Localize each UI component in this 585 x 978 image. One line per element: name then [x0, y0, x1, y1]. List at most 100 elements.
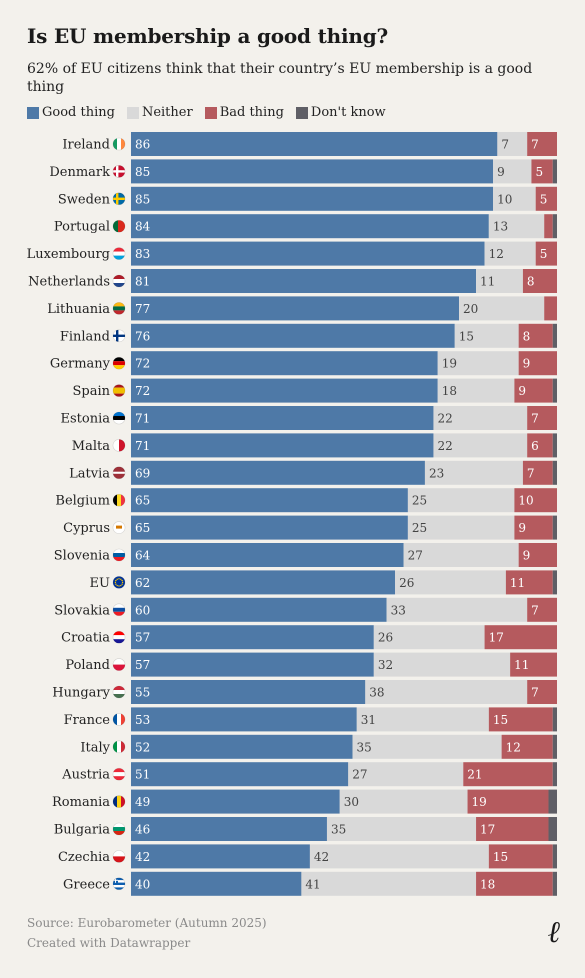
- bar-segment: [433, 433, 528, 458]
- bar-segment: [548, 817, 557, 841]
- bar-segment: [403, 543, 519, 567]
- legend-item-bad: Bad thing: [204, 105, 284, 120]
- category-label: Slovakia: [54, 603, 110, 618]
- bar-segment: [437, 351, 519, 376]
- bar-segment: [131, 871, 302, 896]
- data-label: 26: [399, 576, 414, 590]
- bar-segment: [552, 844, 557, 869]
- bar-segment: [552, 570, 557, 595]
- data-label: 55: [135, 686, 150, 700]
- data-label: 17: [480, 823, 495, 837]
- bar-segment: [131, 817, 327, 841]
- data-label: 41: [305, 877, 320, 891]
- legend-label-dont-know: Don't know: [310, 105, 386, 120]
- data-label: 31: [361, 713, 376, 727]
- bar-segment: [501, 734, 553, 759]
- bar-segment: [552, 762, 557, 787]
- data-label: 9: [518, 384, 526, 398]
- bar-segment: [518, 351, 557, 376]
- data-label: 18: [480, 877, 495, 891]
- bar-segment: [395, 570, 506, 595]
- category-label: Denmark: [49, 165, 110, 180]
- data-label: 53: [135, 713, 150, 727]
- category-label: Poland: [65, 658, 110, 673]
- data-label: 15: [459, 329, 474, 343]
- slovakia-flag-icon: [112, 603, 126, 617]
- bar-segment: [535, 241, 557, 266]
- data-label: 27: [408, 549, 423, 563]
- category-label: Croatia: [61, 631, 110, 646]
- data-label: 71: [135, 412, 150, 426]
- bar-segment: [548, 789, 557, 814]
- data-label: 42: [314, 850, 329, 864]
- bar-segment: [505, 570, 553, 595]
- bar-segment: [131, 159, 494, 184]
- data-label: 25: [412, 494, 427, 508]
- bar-segment: [535, 186, 557, 211]
- bar-segment: [356, 707, 489, 732]
- bar-segment: [437, 378, 515, 403]
- category-label: Bulgaria: [54, 823, 111, 838]
- data-label: 26: [378, 631, 393, 645]
- austria-flag-icon: [112, 767, 126, 781]
- bar-segment: [373, 625, 485, 650]
- category-label: Finland: [60, 329, 110, 344]
- category-label: Belgium: [55, 494, 110, 509]
- legend: Good thing Neither Bad thing Don't know: [27, 105, 386, 120]
- data-label: 72: [135, 384, 150, 398]
- bar-segment: [365, 680, 528, 704]
- bar-segment: [131, 214, 489, 239]
- bar-segment: [527, 433, 553, 458]
- france-flag-icon: [112, 713, 126, 726]
- bar-segment: [527, 132, 557, 156]
- data-label: 15: [493, 850, 508, 864]
- data-label: 17: [489, 631, 504, 645]
- data-label: 76: [135, 329, 150, 343]
- belgium-flag-icon: [112, 493, 126, 507]
- bar-segment: [131, 762, 349, 787]
- data-label: 30: [344, 795, 359, 809]
- data-label: 32: [378, 658, 393, 672]
- category-label: Cyprus: [63, 521, 110, 536]
- bar-segment: [527, 406, 557, 430]
- bar-segment: [348, 762, 464, 787]
- legend-label-neither: Neither: [141, 105, 193, 120]
- data-label: 9: [523, 357, 531, 371]
- data-label: 35: [357, 740, 372, 754]
- bar-segment: [131, 351, 438, 376]
- bar-segment: [131, 707, 357, 732]
- data-label: 7: [531, 138, 539, 152]
- malta-flag-icon: [112, 439, 126, 452]
- czechia-flag-icon: [112, 850, 126, 863]
- category-label: Lithuania: [47, 302, 110, 317]
- publisher-logo: ℓ: [548, 915, 561, 950]
- bar-segment: [510, 652, 557, 677]
- bar-segment: [552, 433, 557, 458]
- data-label: 62: [135, 576, 150, 590]
- data-label: 83: [135, 247, 150, 261]
- italy-flag-icon: [112, 740, 126, 754]
- bar-segment: [131, 378, 438, 403]
- poland-flag-icon: [112, 658, 126, 671]
- slovenia-flag-icon: [112, 548, 126, 562]
- data-label: 84: [135, 220, 151, 234]
- germany-flag-icon: [112, 356, 126, 370]
- category-label: Slovenia: [54, 549, 110, 564]
- ireland-flag-icon: [112, 137, 126, 151]
- bar-segment: [552, 378, 557, 403]
- lithuania-flag-icon: [112, 302, 126, 315]
- data-label: 71: [135, 439, 150, 453]
- finland-flag-icon: [112, 329, 126, 343]
- category-label: Netherlands: [28, 275, 110, 290]
- netherlands-flag-icon: [112, 274, 126, 288]
- data-label: 42: [135, 850, 150, 864]
- data-label: 65: [135, 521, 150, 535]
- bar-segment: [131, 296, 460, 321]
- bar-segment: [484, 241, 536, 266]
- bar-segment: [131, 844, 310, 869]
- legend-swatch-bad: [204, 106, 217, 119]
- data-label: 7: [531, 686, 539, 700]
- estonia-flag-icon: [112, 411, 126, 425]
- data-label: 18: [442, 384, 457, 398]
- category-label: Portugal: [54, 220, 110, 235]
